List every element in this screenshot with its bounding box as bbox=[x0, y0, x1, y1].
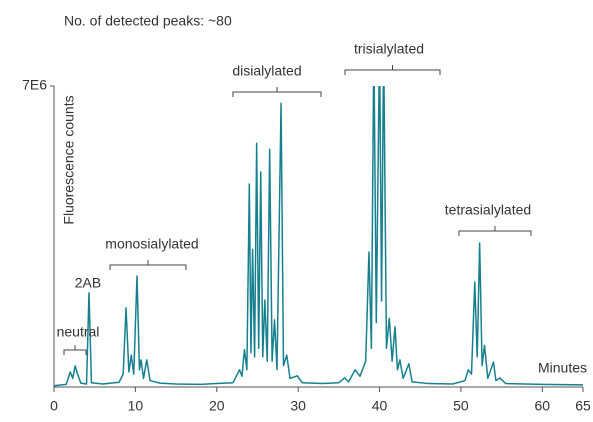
annotation-label: tetrasialylated bbox=[445, 202, 531, 218]
x-tick-label: 0 bbox=[50, 398, 58, 414]
annotation-label: trisialylated bbox=[354, 41, 424, 57]
x-tick-label: 50 bbox=[453, 398, 469, 414]
annotation-label: neutral bbox=[57, 324, 100, 340]
x-axis-label: Minutes bbox=[538, 360, 587, 376]
x-tick-label: 40 bbox=[372, 398, 388, 414]
annotation-bracket bbox=[109, 260, 187, 270]
x-tick-label: 10 bbox=[128, 398, 144, 414]
chromatogram-line bbox=[54, 86, 584, 387]
annotation-label: disialylated bbox=[232, 63, 301, 79]
annotation-label: 2AB bbox=[75, 275, 101, 291]
chart-title: No. of detected peaks: ~80 bbox=[64, 13, 232, 29]
y-tick-label: 7E6 bbox=[22, 77, 47, 93]
x-tick-label: 65 bbox=[575, 398, 591, 414]
x-tick-label: 30 bbox=[290, 398, 306, 414]
x-tick-label: 60 bbox=[535, 398, 551, 414]
annotation-bracket bbox=[232, 87, 322, 97]
annotation-bracket bbox=[63, 345, 87, 355]
x-tick-label: 20 bbox=[209, 398, 225, 414]
y-axis-label: Fluorescence counts bbox=[61, 95, 77, 224]
annotation-bracket bbox=[344, 65, 441, 75]
annotation-bracket bbox=[458, 226, 532, 236]
annotation-label: monosialylated bbox=[105, 236, 198, 252]
